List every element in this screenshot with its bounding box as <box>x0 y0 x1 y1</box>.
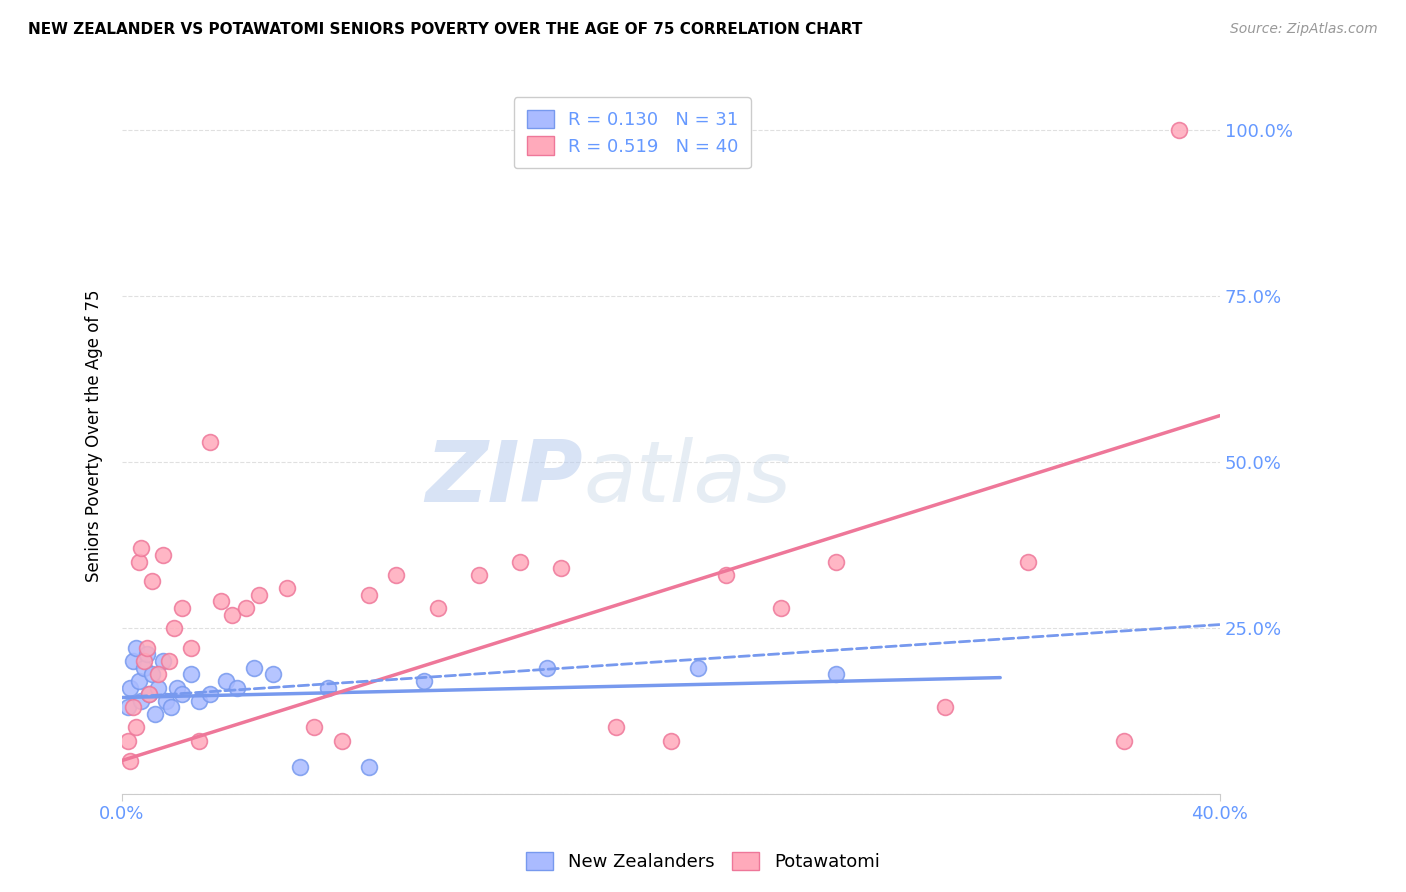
Point <box>160 700 183 714</box>
Point <box>330 733 353 747</box>
Point <box>146 681 169 695</box>
Point <box>221 607 243 622</box>
Point <box>550 561 572 575</box>
Text: ZIP: ZIP <box>426 437 583 520</box>
Point <box>132 654 155 668</box>
Point <box>128 673 150 688</box>
Point <box>163 621 186 635</box>
Point <box>276 581 298 595</box>
Point <box>1112 733 1135 747</box>
Y-axis label: Seniors Poverty Over the Age of 75: Seniors Poverty Over the Age of 75 <box>86 289 103 582</box>
Point <box>180 667 202 681</box>
Point <box>143 707 166 722</box>
Point <box>824 555 846 569</box>
Point <box>120 681 142 695</box>
Point <box>385 567 408 582</box>
Point <box>198 435 221 450</box>
Point <box>141 574 163 589</box>
Point <box>141 667 163 681</box>
Point <box>262 667 284 681</box>
Point <box>316 681 339 695</box>
Point <box>135 648 157 662</box>
Legend: New Zealanders, Potawatomi: New Zealanders, Potawatomi <box>519 845 887 879</box>
Point <box>357 760 380 774</box>
Point <box>659 733 682 747</box>
Text: atlas: atlas <box>583 437 792 520</box>
Point <box>209 594 232 608</box>
Point <box>120 754 142 768</box>
Point <box>242 661 264 675</box>
Legend: R = 0.130   N = 31, R = 0.519   N = 40: R = 0.130 N = 31, R = 0.519 N = 40 <box>513 97 751 169</box>
Point <box>934 700 956 714</box>
Point <box>129 541 152 556</box>
Point <box>122 654 145 668</box>
Point <box>125 640 148 655</box>
Point <box>235 601 257 615</box>
Point <box>247 588 270 602</box>
Point <box>290 760 312 774</box>
Text: NEW ZEALANDER VS POTAWATOMI SENIORS POVERTY OVER THE AGE OF 75 CORRELATION CHART: NEW ZEALANDER VS POTAWATOMI SENIORS POVE… <box>28 22 862 37</box>
Point <box>426 601 449 615</box>
Point <box>1017 555 1039 569</box>
Point <box>132 661 155 675</box>
Point <box>187 733 209 747</box>
Point <box>226 681 249 695</box>
Point <box>117 733 139 747</box>
Point <box>714 567 737 582</box>
Point <box>155 694 177 708</box>
Point <box>357 588 380 602</box>
Point <box>135 640 157 655</box>
Point <box>152 654 174 668</box>
Point <box>536 661 558 675</box>
Point <box>187 694 209 708</box>
Point <box>180 640 202 655</box>
Point <box>1167 123 1189 137</box>
Point <box>769 601 792 615</box>
Point <box>138 687 160 701</box>
Point <box>172 687 194 701</box>
Point <box>138 687 160 701</box>
Point <box>157 654 180 668</box>
Text: Source: ZipAtlas.com: Source: ZipAtlas.com <box>1230 22 1378 37</box>
Point <box>198 687 221 701</box>
Point <box>302 720 325 734</box>
Point <box>824 667 846 681</box>
Point <box>128 555 150 569</box>
Point <box>152 548 174 562</box>
Point <box>605 720 627 734</box>
Point <box>468 567 491 582</box>
Point <box>166 681 188 695</box>
Point <box>146 667 169 681</box>
Point <box>688 661 710 675</box>
Point <box>509 555 531 569</box>
Point <box>172 601 194 615</box>
Point <box>122 700 145 714</box>
Point <box>412 673 434 688</box>
Point <box>125 720 148 734</box>
Point <box>117 700 139 714</box>
Point <box>129 694 152 708</box>
Point <box>215 673 238 688</box>
